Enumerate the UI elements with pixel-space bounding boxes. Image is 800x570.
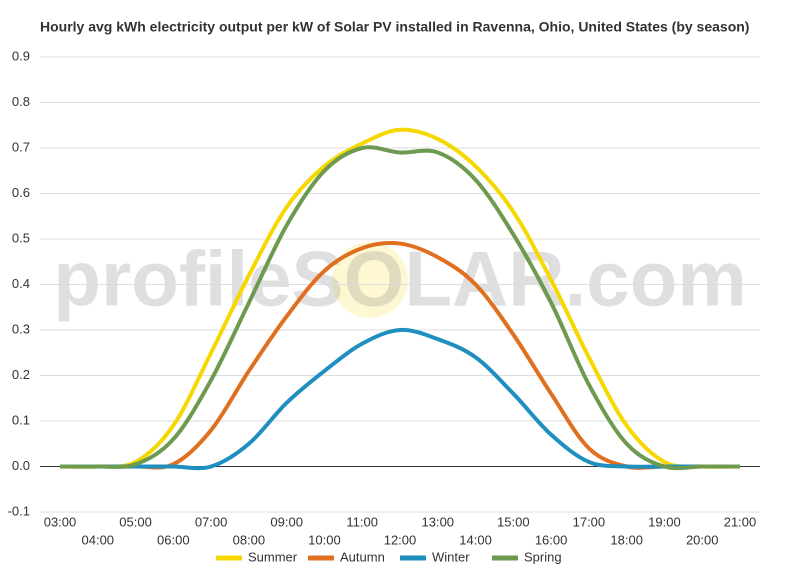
x-tick-label: 10:00 (308, 532, 341, 547)
y-tick-label: 0.7 (12, 139, 30, 154)
x-tick-label: 13:00 (422, 514, 455, 529)
legend-label: Autumn (340, 549, 385, 564)
y-tick-label: 0.6 (12, 185, 30, 200)
x-tick-label: 21:00 (724, 514, 757, 529)
x-tick-label: 17:00 (573, 514, 606, 529)
x-tick-label: 14:00 (459, 532, 492, 547)
x-tick-label: 04:00 (82, 532, 115, 547)
y-tick-label: -0.1 (8, 503, 30, 518)
legend-label: Spring (524, 549, 562, 564)
series-line (59, 145, 740, 471)
x-tick-label: 16:00 (535, 532, 568, 547)
x-tick-label: 11:00 (346, 514, 378, 529)
y-tick-label: 0.9 (12, 48, 30, 63)
x-tick-label: 07:00 (195, 514, 228, 529)
watermark-sun (332, 242, 408, 318)
x-tick-label: 05:00 (119, 514, 152, 529)
y-tick-label: 0.2 (12, 367, 30, 382)
x-tick-label: 06:00 (157, 532, 190, 547)
x-tick-label: 19:00 (648, 514, 681, 529)
watermark: profileSOLAR.com (53, 235, 746, 323)
legend-label: Summer (248, 549, 298, 564)
y-tick-label: 0.0 (12, 458, 30, 473)
series-line (60, 327, 740, 471)
chart-title: Hourly avg kWh electricity output per kW… (40, 19, 749, 35)
x-tick-label: 20:00 (686, 532, 719, 547)
y-tick-label: 0.4 (12, 276, 30, 291)
y-tick-label: 0.3 (12, 321, 30, 336)
x-tick-label: 18:00 (610, 532, 643, 547)
y-tick-label: 0.1 (12, 412, 30, 427)
x-tick-label: 15:00 (497, 514, 530, 529)
y-tick-label: 0.5 (12, 230, 30, 245)
series-line (59, 127, 741, 469)
legend-label: Winter (432, 549, 470, 564)
x-tick-label: 09:00 (270, 514, 303, 529)
y-tick-label: 0.8 (12, 94, 30, 109)
x-tick-label: 03:00 (44, 514, 77, 529)
x-tick-label: 12:00 (384, 532, 417, 547)
x-tick-label: 08:00 (233, 532, 266, 547)
